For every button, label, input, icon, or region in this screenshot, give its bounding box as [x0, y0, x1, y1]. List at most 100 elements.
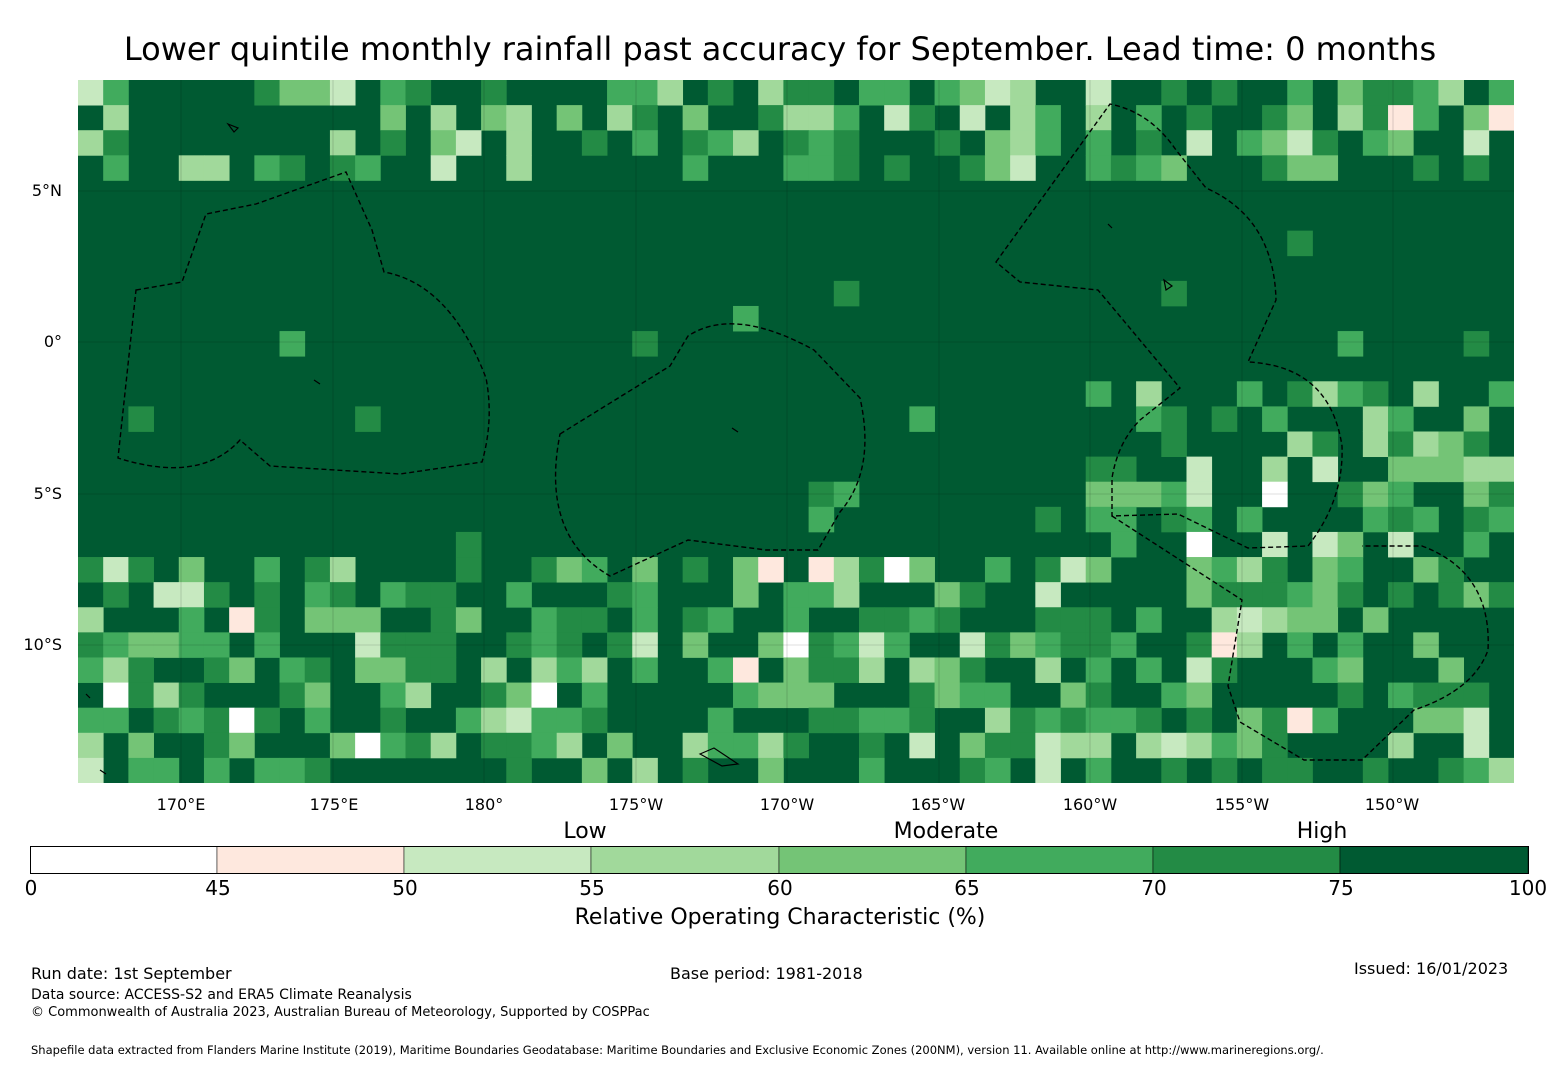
- accuracy-cell: [1413, 632, 1439, 658]
- accuracy-cell: [1010, 732, 1036, 759]
- accuracy-cell: [1438, 657, 1465, 683]
- accuracy-cell: [1060, 607, 1087, 633]
- accuracy-cell: [380, 80, 406, 106]
- accuracy-cell: [632, 105, 658, 131]
- accuracy-cell: [405, 682, 432, 709]
- accuracy-cell: [758, 105, 784, 131]
- accuracy-cell: [304, 657, 331, 683]
- accuracy-cell: [1312, 657, 1339, 683]
- accuracy-cell: [884, 80, 910, 106]
- accuracy-cell: [1488, 582, 1514, 608]
- lon-label: 175°E: [309, 795, 359, 814]
- accuracy-cell: [1035, 607, 1061, 633]
- accuracy-cell: [1262, 582, 1288, 608]
- accuracy-cell: [355, 607, 381, 633]
- accuracy-cell: [632, 582, 658, 608]
- accuracy-cell: [984, 682, 1011, 709]
- accuracy-cell: [808, 481, 835, 508]
- accuracy-cell: [1010, 632, 1036, 658]
- accuracy-cell: [556, 557, 583, 583]
- accuracy-cell: [758, 557, 784, 583]
- accuracy-cell: [1463, 682, 1490, 709]
- accuracy-cell: [1388, 431, 1414, 458]
- accuracy-cell: [1085, 381, 1112, 407]
- accuracy-cell: [1463, 732, 1490, 759]
- accuracy-cell: [430, 130, 457, 156]
- accuracy-cell: [1186, 130, 1213, 156]
- accuracy-cell: [455, 607, 482, 633]
- accuracy-cell: [329, 80, 356, 106]
- accuracy-cell: [808, 557, 835, 583]
- accuracy-cell: [103, 707, 129, 734]
- accuracy-cell: [405, 582, 432, 608]
- accuracy-cell: [1413, 682, 1439, 709]
- accuracy-cell: [1136, 657, 1162, 683]
- accuracy-cell: [783, 732, 809, 759]
- accuracy-cell: [934, 582, 961, 608]
- accuracy-cell: [1110, 506, 1137, 533]
- chart-title: Lower quintile monthly rainfall past acc…: [123, 30, 1437, 68]
- accuracy-cell: [858, 557, 885, 583]
- accuracy-cell: [682, 732, 709, 759]
- accuracy-cell: [884, 105, 910, 131]
- accuracy-cell: [1488, 381, 1514, 407]
- accuracy-cell: [329, 130, 356, 156]
- accuracy-cell: [1312, 155, 1339, 181]
- accuracy-cell: [959, 757, 986, 783]
- accuracy-cell: [581, 682, 608, 709]
- accuracy-cell: [783, 80, 809, 106]
- accuracy-cell: [1110, 456, 1137, 483]
- accuracy-cell: [329, 607, 356, 633]
- accuracy-cell: [808, 682, 835, 709]
- accuracy-cell: [758, 682, 784, 709]
- accuracy-cell: [304, 582, 331, 608]
- issued-date: Issued: 16/01/2023: [1354, 959, 1509, 978]
- accuracy-cell: [1211, 732, 1238, 759]
- island-outline: [731, 427, 739, 433]
- accuracy-cell: [254, 607, 280, 633]
- accuracy-cell: [632, 632, 658, 658]
- accuracy-cell: [380, 130, 406, 156]
- accuracy-cell: [128, 757, 154, 783]
- accuracy-cell: [1413, 105, 1439, 131]
- accuracy-cell: [1236, 130, 1263, 156]
- accuracy-cell: [1463, 155, 1490, 181]
- island-outline: [313, 379, 321, 385]
- accuracy-cell: [1262, 757, 1288, 783]
- accuracy-cell: [733, 732, 759, 759]
- map-gridlines: [78, 80, 1514, 783]
- accuracy-cell: [1413, 506, 1439, 533]
- accuracy-cell: [78, 657, 104, 683]
- accuracy-cell: [1362, 80, 1389, 106]
- accuracy-cell: [78, 557, 104, 583]
- accuracy-cell: [78, 80, 104, 106]
- accuracy-cell: [1438, 707, 1465, 734]
- accuracy-cell: [1388, 531, 1414, 558]
- accuracy-cell: [733, 657, 759, 683]
- accuracy-cell: [506, 582, 532, 608]
- accuracy-cell: [632, 557, 658, 583]
- accuracy-cell: [1337, 80, 1364, 106]
- accuracy-cell: [632, 607, 658, 633]
- accuracy-cell: [607, 105, 633, 131]
- accuracy-cell: [1413, 707, 1439, 734]
- accuracy-cell: [1388, 80, 1414, 106]
- accuracy-cell: [909, 406, 935, 432]
- accuracy-cell: [1035, 632, 1061, 658]
- colorbar-segment: [216, 846, 405, 874]
- accuracy-cell: [1362, 506, 1389, 533]
- accuracy-cell: [909, 105, 935, 131]
- accuracy-cell: [279, 331, 306, 357]
- colorbar-frame: [30, 846, 1529, 874]
- accuracy-cell: [506, 105, 532, 131]
- accuracy-cell: [1312, 130, 1339, 156]
- accuracy-cell: [380, 632, 406, 658]
- lat-label: 5°N: [31, 181, 62, 200]
- lon-label: 170°E: [156, 795, 206, 814]
- lat-label: 0°: [43, 332, 62, 351]
- accuracy-cell: [1438, 431, 1465, 458]
- accuracy-cell: [1337, 331, 1364, 357]
- accuracy-cell: [1110, 632, 1137, 658]
- accuracy-cell: [1186, 657, 1213, 683]
- accuracy-cell: [405, 732, 432, 759]
